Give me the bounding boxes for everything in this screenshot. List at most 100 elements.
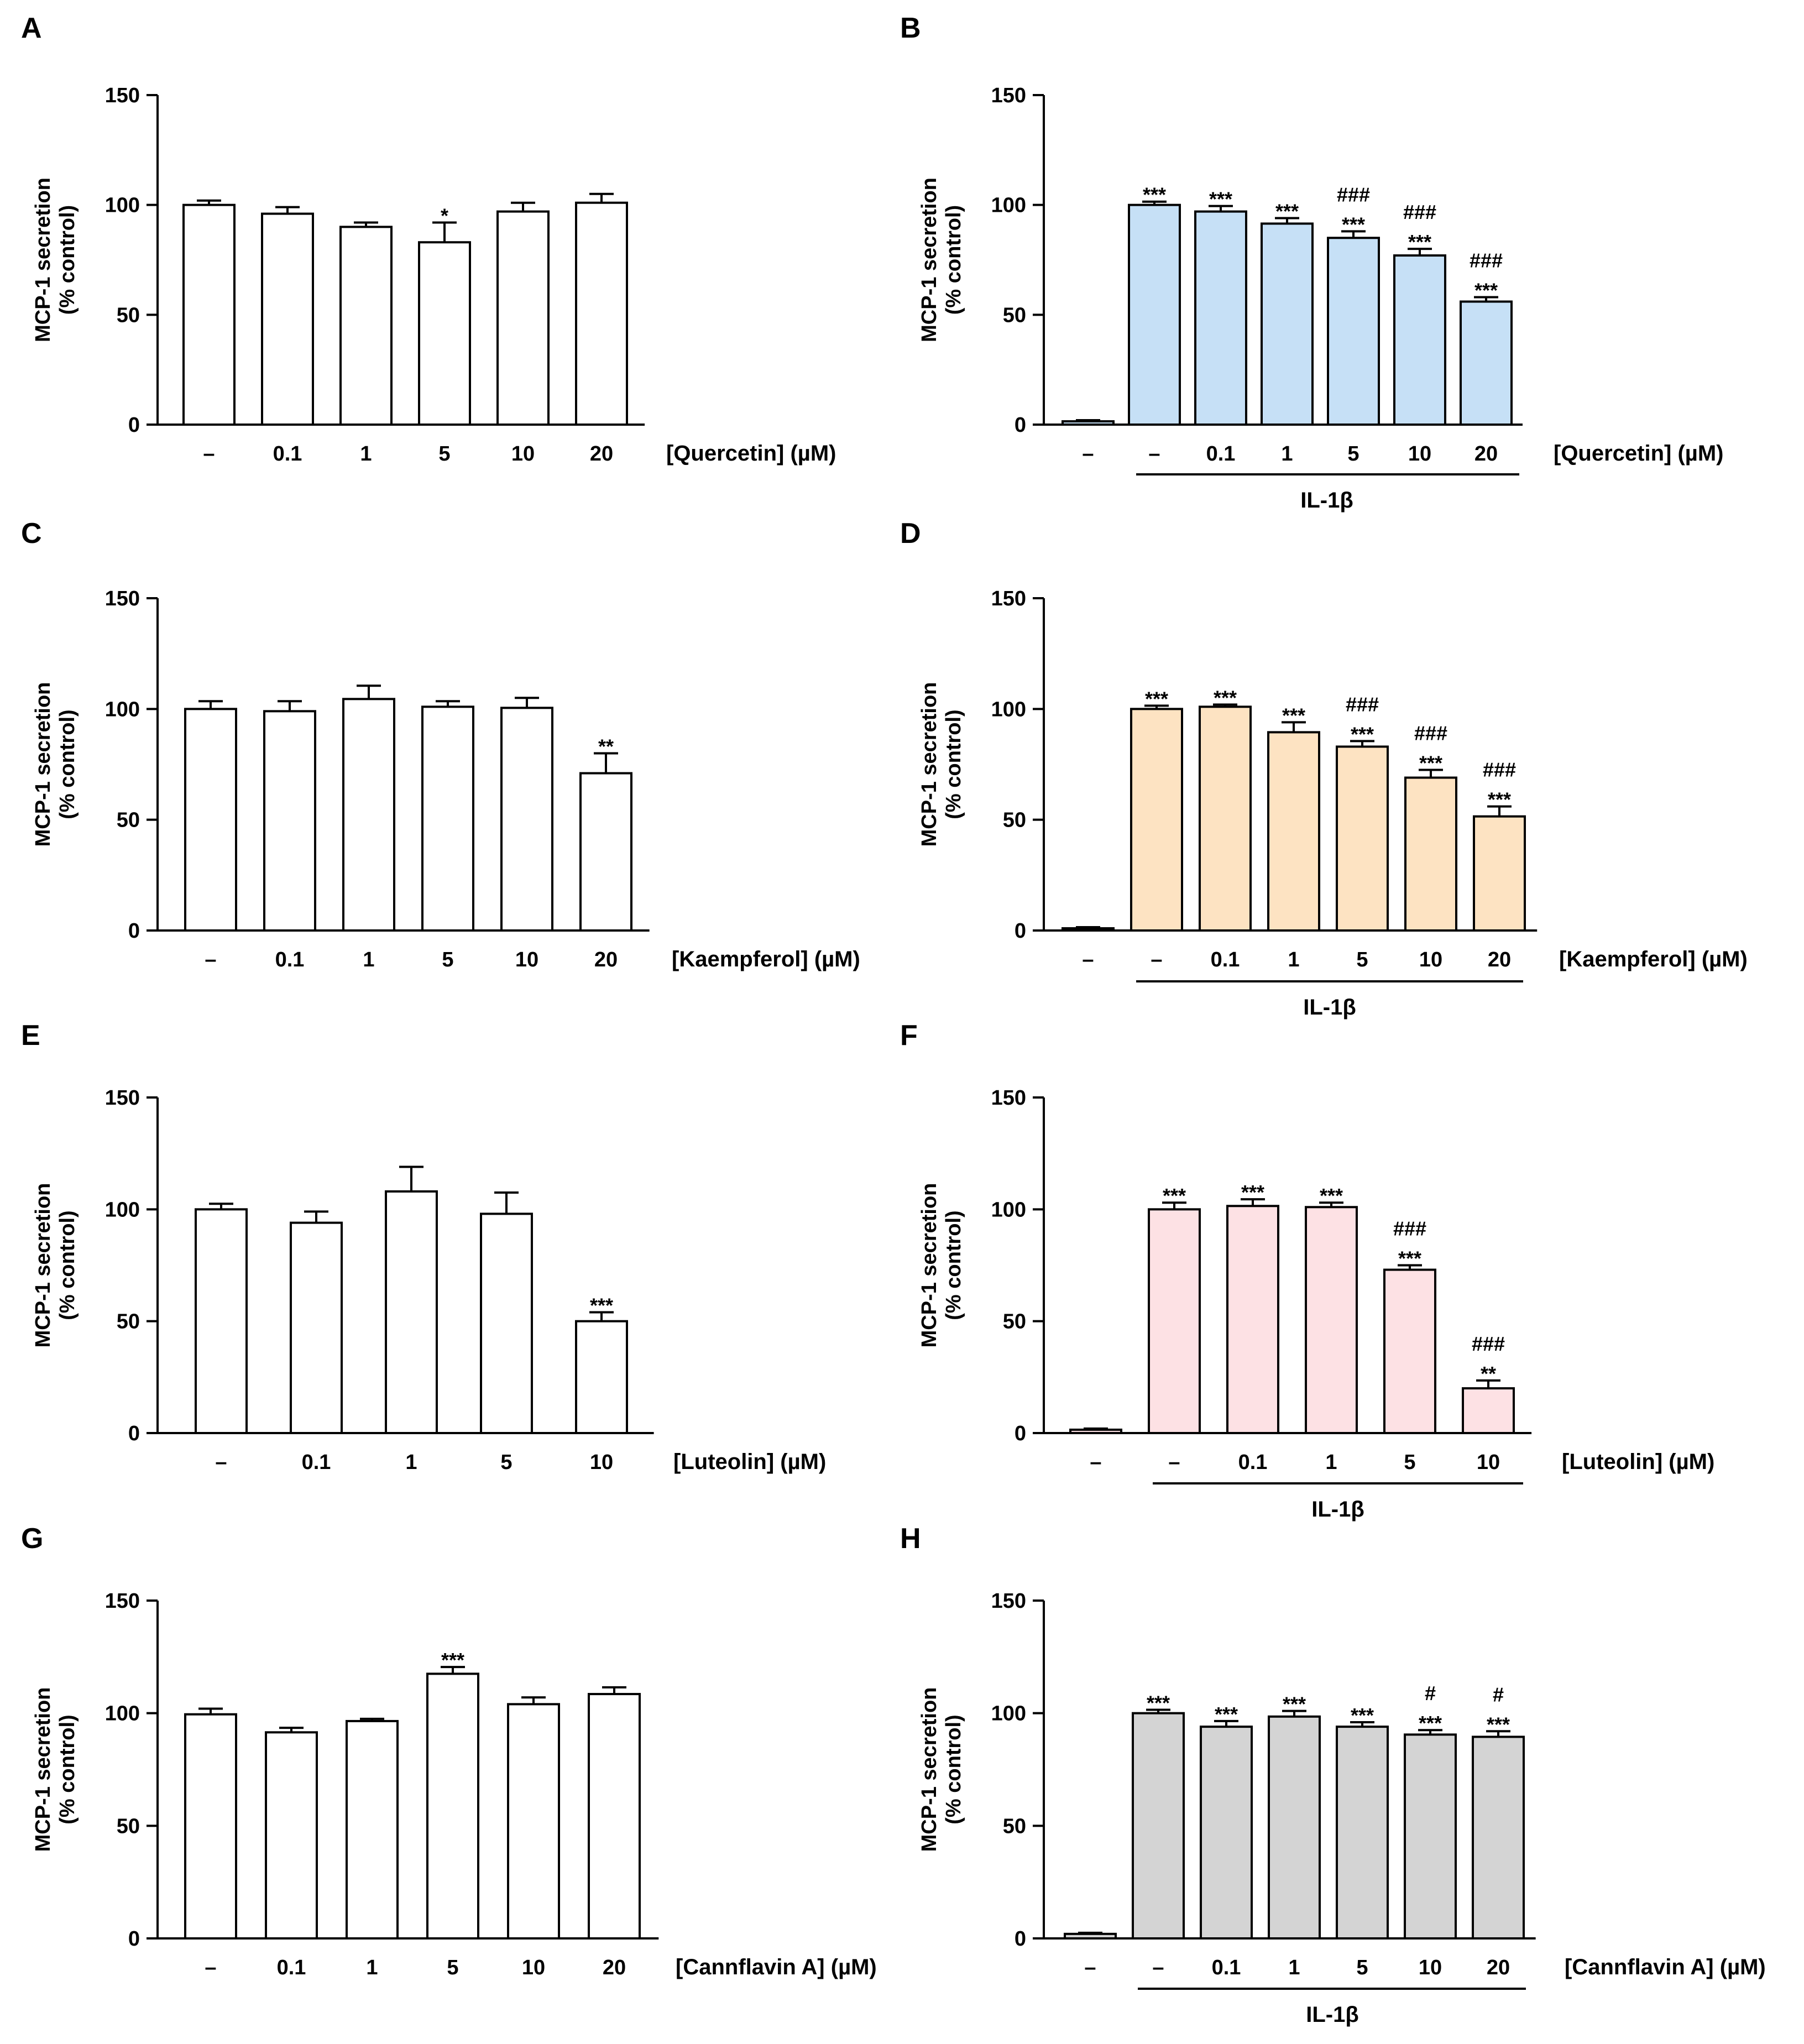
y-axis-title-line1: MCP-1 secretion [918,1687,941,1852]
chart-panel-e: E 0 50 100 150 MCP-1 secretion(% control) – 0.1… [21,1020,826,1474]
panel-letter: A [21,12,42,44]
category-label: 20 [590,442,613,466]
bar [1130,708,1183,932]
y-tick-label: 150 [991,1590,1026,1613]
significance-label: *** [1215,1703,1238,1726]
group-label: IL-1β [1306,2003,1359,2027]
category-label: 5 [1347,442,1359,466]
x-axis-title: [Luteolin] (µM) [1562,1450,1714,1474]
category-label: 5 [447,1956,458,1979]
bar [1472,1735,1525,1940]
bar [1404,1733,1457,1940]
y-tick-label: 100 [991,1702,1026,1726]
bar [265,1731,318,1940]
x-axis-title: [Quercetin] (µM) [1554,441,1723,466]
significance-label: *** [1408,231,1431,253]
significance-label: ### [1483,759,1516,781]
y-axis-title-line2: (% control) [942,1714,965,1824]
bar [1462,1387,1515,1434]
y-axis-title-line2: (% control) [942,205,965,315]
y-tick-label: 0 [128,1422,140,1445]
chart-panel-d: D 0 50 100 150 MCP-1 secretion(% control) – ***… [900,517,1748,1020]
bar [418,241,471,426]
y-axis-title-line1: MCP-1 secretion [32,682,55,847]
y-axis-title: MCP-1 secretion(% control) [32,177,79,342]
panel-letter: B [900,12,921,44]
significance-label: *** [1241,1181,1264,1204]
y-tick-label: 0 [1015,919,1026,943]
category-label: 1 [1325,1451,1337,1474]
category-label: 10 [515,948,538,971]
bar [1267,731,1320,932]
bar [1460,300,1513,426]
category-label: 5 [500,1451,512,1474]
x-axis-title: [Luteolin] (µM) [673,1450,826,1474]
category-label: 5 [438,442,450,466]
category-label: – [1084,1956,1096,1979]
significance-label: *** [1488,788,1511,811]
y-axis-title-line2: (% control) [942,709,965,819]
category-label: – [1082,948,1094,971]
bar [1268,1715,1321,1940]
y-tick-label: 150 [991,1086,1026,1110]
bar [588,1693,641,1940]
bar [579,772,632,932]
y-tick-label: 50 [117,304,140,327]
bar [1062,927,1115,932]
bar [1128,203,1181,426]
bar [575,201,628,426]
y-tick-label: 0 [1015,1422,1026,1445]
chart-panel-b: B 0 50 100 150 MCP-1 secretion(% control) – ***… [900,12,1723,513]
bar [1393,254,1446,426]
significance-label: ### [1414,722,1447,745]
category-label: 1 [1281,442,1293,466]
category-label: 1 [366,1956,378,1979]
panel-letter: G [21,1523,43,1555]
bar [346,1719,399,1940]
x-axis-title: [Kaempferol] (µM) [1559,947,1748,971]
bar [261,212,314,426]
category-label: 5 [442,948,453,971]
bar [1336,745,1389,932]
y-tick-label: 0 [128,1927,140,1951]
category-label: 10 [1419,1956,1442,1979]
x-axis-title: [Cannflavin A] (µM) [1565,1955,1766,1979]
y-axis-title: MCP-1 secretion(% control) [32,1183,79,1348]
significance-label: *** [1209,188,1232,211]
y-axis-title-line2: (% control) [942,1210,965,1320]
significance-label: *** [1474,279,1498,302]
y-tick-label: 150 [991,84,1026,107]
significance-label: *** [1143,184,1166,206]
significance-label: *** [1487,1713,1510,1735]
bar [1064,1932,1117,1940]
category-label: – [1168,1451,1180,1474]
y-tick-label: 0 [128,414,140,437]
y-axis-title: MCP-1 secretion(% control) [32,682,79,847]
significance-label: *** [1398,1247,1421,1270]
category-label: 1 [360,442,372,466]
category-label: – [1082,442,1094,466]
y-axis-title-line1: MCP-1 secretion [918,682,941,847]
bar [1473,815,1526,932]
y-tick-label: 100 [105,698,140,721]
category-label: 0.1 [1211,948,1240,971]
y-tick-label: 100 [991,194,1026,217]
y-axis-title-line1: MCP-1 secretion [32,1687,55,1852]
category-label: – [205,1956,216,1979]
y-tick-label: 50 [1003,1310,1026,1334]
group-label: IL-1β [1300,488,1353,513]
category-label: 1 [1288,948,1299,971]
category-label: 0.1 [273,442,302,466]
bar [1194,210,1247,426]
y-axis-title-line2: (% control) [56,1210,79,1320]
significance-label: ### [1346,693,1379,715]
y-tick-label: 100 [991,698,1026,721]
y-tick-label: 150 [105,587,140,610]
bar [421,705,474,932]
y-tick-label: 150 [991,587,1026,610]
bar [385,1190,438,1434]
significance-label: *** [1320,1184,1343,1207]
category-label: 0.1 [1212,1956,1241,1979]
significance-label: *** [1275,200,1299,223]
